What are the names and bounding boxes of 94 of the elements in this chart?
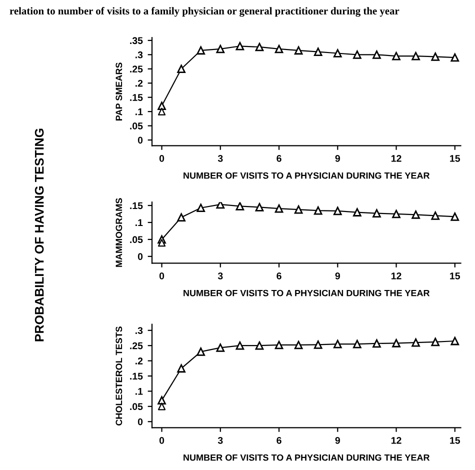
point	[353, 340, 362, 348]
point	[372, 339, 381, 348]
point	[314, 206, 322, 215]
point	[216, 202, 225, 209]
x-tick-label: 15	[450, 155, 460, 162]
point	[274, 204, 284, 213]
point	[294, 340, 303, 350]
point	[294, 205, 303, 214]
point	[255, 341, 264, 350]
point	[196, 348, 206, 356]
x-tick-label: 12	[391, 436, 402, 444]
point	[353, 50, 362, 59]
x-tick-label: 6	[276, 154, 282, 162]
x-tick-label: 6	[276, 436, 282, 444]
y-tick-label: .15	[130, 202, 143, 210]
x-axis-title: NUMBER OF VISITS TO A PHYSICIAN DURING THE YEAR	[184, 290, 430, 296]
x-tick-label: 15	[450, 437, 460, 444]
y-tick-label: .05	[130, 236, 143, 244]
point	[274, 44, 284, 54]
point	[236, 202, 244, 210]
x-tick-label: 0	[159, 272, 164, 280]
point	[177, 213, 186, 222]
point	[372, 209, 381, 218]
point	[333, 49, 342, 58]
point	[450, 336, 460, 346]
x-tick-label: 3	[218, 436, 223, 444]
point	[372, 50, 381, 59]
y-tick-label: .05	[130, 403, 143, 410]
y-tick-label: .1	[136, 108, 143, 116]
y-tick-label: .15	[130, 372, 143, 380]
y-tick-label: .1	[136, 388, 143, 395]
point	[274, 340, 284, 350]
y-tick-label: .1	[136, 219, 143, 226]
y-tick-label: .35	[130, 37, 143, 44]
x-tick-label: 9	[335, 154, 340, 162]
point	[450, 212, 460, 221]
point	[158, 239, 166, 247]
point	[450, 53, 460, 62]
y-axis-title: PAP SMEARS	[116, 62, 122, 120]
point	[158, 396, 166, 404]
x-tick-label: 6	[276, 272, 282, 280]
point	[314, 340, 322, 349]
point	[431, 212, 440, 220]
point	[177, 364, 186, 373]
y-axis-title: CHOLESTEROL TESTS	[116, 326, 122, 426]
point	[314, 48, 322, 56]
chart-title: relation to number of visits to a family physician or general practitioner during the year	[10, 7, 400, 17]
point	[216, 344, 225, 352]
point	[333, 340, 342, 348]
y-tick-label: .3	[136, 327, 143, 334]
x-tick-label: 3	[218, 154, 223, 162]
x-axis-title: NUMBER OF VISITS TO A PHYSICIAN DURING THE YEAR	[184, 454, 430, 461]
point	[431, 52, 440, 61]
x-tick-label: 3	[218, 272, 223, 280]
point	[431, 338, 440, 346]
y-tick-label: 0	[138, 253, 143, 260]
point	[412, 338, 420, 347]
x-tick-label: 15	[450, 272, 460, 280]
point	[392, 52, 400, 60]
point	[196, 46, 206, 55]
point	[158, 108, 166, 116]
x-tick-label: 9	[335, 436, 340, 444]
x-tick-label: 12	[391, 272, 402, 280]
x-tick-label: 0	[159, 154, 164, 162]
point	[196, 204, 206, 212]
point	[216, 44, 225, 54]
point	[412, 210, 420, 219]
point	[392, 338, 400, 348]
point	[412, 52, 420, 60]
point	[294, 46, 303, 55]
y-tick-label: .25	[130, 66, 143, 73]
point	[255, 203, 264, 212]
y-tick-label: .3	[136, 51, 143, 58]
point	[392, 210, 400, 218]
point	[353, 208, 362, 216]
y-tick-label: .05	[130, 122, 143, 130]
y-tick-label: .15	[130, 94, 143, 101]
y-tick-label: .25	[130, 342, 143, 350]
y-tick-label: .2	[136, 358, 143, 364]
point	[236, 341, 244, 350]
point	[333, 206, 342, 216]
point	[255, 42, 264, 52]
y-tick-label: 0	[138, 418, 143, 426]
x-tick-label: 9	[335, 272, 340, 280]
point	[158, 402, 166, 410]
x-axis-title: NUMBER OF VISITS TO A PHYSICIAN DURING THE YEAR	[184, 172, 430, 179]
y-axis-title: MAMMOGRAMS	[116, 198, 122, 267]
point	[236, 42, 244, 50]
point	[177, 64, 186, 74]
x-tick-label: 0	[159, 436, 164, 444]
text: PROBABILITY OF HAVING TESTING	[34, 128, 44, 342]
x-tick-label: 12	[391, 154, 402, 162]
y-tick-label: 0	[138, 136, 143, 144]
y-tick-label: .2	[136, 80, 143, 87]
